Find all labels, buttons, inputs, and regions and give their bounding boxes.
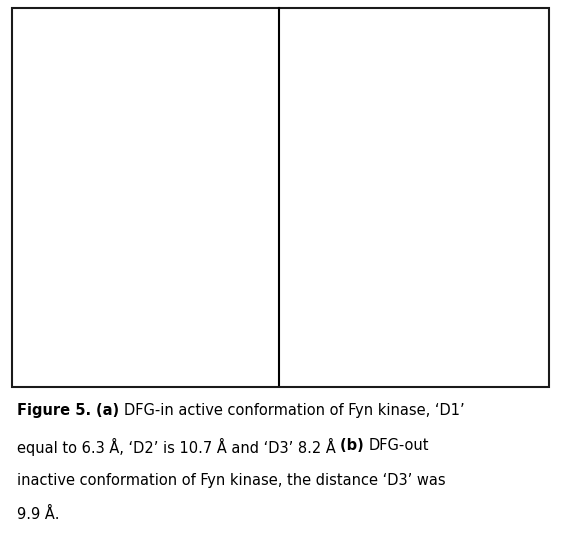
Text: Figure 5.: Figure 5. xyxy=(17,403,96,418)
Polygon shape xyxy=(179,136,242,170)
Text: 9.9: 9.9 xyxy=(414,94,430,104)
Polygon shape xyxy=(77,192,150,226)
Polygon shape xyxy=(80,160,158,198)
Text: DFG-out: DFG-out xyxy=(369,438,430,453)
Polygon shape xyxy=(195,248,252,282)
Text: D1: D1 xyxy=(367,128,381,138)
Polygon shape xyxy=(142,274,200,309)
Polygon shape xyxy=(30,216,77,247)
Polygon shape xyxy=(343,299,406,337)
Text: 10.7: 10.7 xyxy=(420,81,441,91)
Polygon shape xyxy=(35,247,98,284)
Text: 8.2: 8.2 xyxy=(135,109,150,119)
Text: 9.9 Å.: 9.9 Å. xyxy=(17,507,59,523)
Circle shape xyxy=(503,306,535,351)
Polygon shape xyxy=(464,292,522,329)
Polygon shape xyxy=(177,25,229,85)
Polygon shape xyxy=(72,326,124,355)
Polygon shape xyxy=(177,60,218,109)
Polygon shape xyxy=(35,36,140,119)
Circle shape xyxy=(354,21,380,59)
Polygon shape xyxy=(404,175,503,220)
Polygon shape xyxy=(296,214,343,242)
Text: (b): (b) xyxy=(340,438,369,453)
Polygon shape xyxy=(111,247,179,284)
Polygon shape xyxy=(30,186,77,216)
Text: equal to 6.3 Å, ‘D2’ is 10.7 Å and ‘D3’ 8.2 Å: equal to 6.3 Å, ‘D2’ is 10.7 Å and ‘D3’ … xyxy=(17,438,340,456)
Polygon shape xyxy=(69,252,142,293)
Polygon shape xyxy=(440,149,519,186)
Polygon shape xyxy=(443,74,490,126)
Polygon shape xyxy=(375,340,427,371)
Polygon shape xyxy=(294,183,341,212)
Polygon shape xyxy=(50,286,108,320)
Polygon shape xyxy=(349,257,427,303)
Polygon shape xyxy=(137,166,232,207)
Circle shape xyxy=(506,265,542,318)
Polygon shape xyxy=(433,260,501,301)
Polygon shape xyxy=(454,108,495,153)
FancyArrow shape xyxy=(53,38,111,64)
Polygon shape xyxy=(74,220,137,250)
Circle shape xyxy=(190,299,232,359)
Polygon shape xyxy=(93,293,155,327)
Polygon shape xyxy=(443,335,490,361)
Text: (a): (a) xyxy=(21,19,38,32)
FancyArrow shape xyxy=(103,37,140,74)
Polygon shape xyxy=(443,36,501,96)
Text: inactive conformation of Fyn kinase, the distance ‘D3’ was: inactive conformation of Fyn kinase, the… xyxy=(17,473,445,488)
Polygon shape xyxy=(299,153,346,182)
Polygon shape xyxy=(190,94,226,136)
Text: DFG-in active conformation of Fyn kinase, ‘D1’: DFG-in active conformation of Fyn kinase… xyxy=(125,403,465,418)
Polygon shape xyxy=(404,310,467,348)
Text: 6.3: 6.3 xyxy=(385,122,401,132)
Polygon shape xyxy=(388,269,467,314)
Text: D2: D2 xyxy=(388,81,402,91)
Text: D3: D3 xyxy=(454,96,467,106)
Polygon shape xyxy=(105,228,171,280)
Polygon shape xyxy=(132,314,185,344)
Polygon shape xyxy=(174,295,221,326)
Polygon shape xyxy=(422,207,511,248)
Polygon shape xyxy=(328,219,396,252)
Circle shape xyxy=(166,322,203,374)
Polygon shape xyxy=(302,36,396,111)
Polygon shape xyxy=(30,153,77,183)
Polygon shape xyxy=(30,314,77,344)
Polygon shape xyxy=(480,190,532,220)
Polygon shape xyxy=(349,235,427,280)
Polygon shape xyxy=(158,198,237,235)
Polygon shape xyxy=(333,158,417,199)
Text: (a): (a) xyxy=(96,403,125,418)
FancyArrow shape xyxy=(314,29,376,55)
Text: D3: D3 xyxy=(111,130,125,139)
Polygon shape xyxy=(323,326,375,355)
Polygon shape xyxy=(153,235,216,273)
Polygon shape xyxy=(330,190,409,228)
Text: (b): (b) xyxy=(290,19,307,32)
